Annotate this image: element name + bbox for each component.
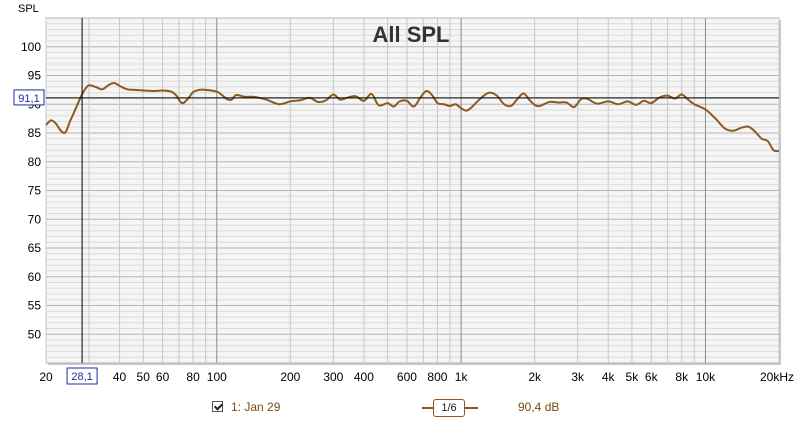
x-tick-label: 100 xyxy=(207,370,227,384)
cursor-y-readout: 91,1 xyxy=(13,89,45,106)
x-tick-label: 20kHz xyxy=(760,370,794,384)
y-tick-label: 75 xyxy=(28,184,42,198)
y-axis-label: SPL xyxy=(18,3,39,15)
y-tick-label: 100 xyxy=(21,40,41,54)
x-tick-label: 5k xyxy=(626,370,640,384)
series-name-label[interactable]: 1: Jan 29 xyxy=(231,400,281,414)
x-tick-label: 400 xyxy=(354,370,374,384)
x-tick-label: 1k xyxy=(455,370,469,384)
x-tick-label: 200 xyxy=(280,370,300,384)
y-tick-label: 50 xyxy=(28,327,42,341)
y-tick-label: 70 xyxy=(28,212,42,226)
y-tick-labels: 10095908580757065605550 xyxy=(21,40,41,342)
x-tick-label: 40 xyxy=(113,370,127,384)
x-tick-label: 800 xyxy=(427,370,447,384)
y-tick-label: 85 xyxy=(28,126,42,140)
y-tick-label: 55 xyxy=(28,299,42,313)
spl-readout-value: 90,4 dB xyxy=(518,400,560,414)
x-tick-label: 50 xyxy=(137,370,151,384)
y-tick-label: 95 xyxy=(28,69,42,83)
spl-chart: 10095908580757065605550 2040506080100200… xyxy=(13,3,794,385)
cursor-x-readout: 28,1 xyxy=(66,367,98,385)
x-tick-label: 600 xyxy=(397,370,417,384)
x-tick-label: 3k xyxy=(571,370,585,384)
x-tick-label: 10k xyxy=(696,370,716,384)
y-tick-label: 80 xyxy=(28,155,42,169)
x-tick-label: 4k xyxy=(602,370,616,384)
svg-text:28,1: 28,1 xyxy=(71,371,92,383)
x-tick-label: 8k xyxy=(675,370,689,384)
grid xyxy=(45,17,780,364)
x-tick-label: 80 xyxy=(186,370,200,384)
x-tick-label: 6k xyxy=(645,370,659,384)
y-tick-label: 65 xyxy=(28,241,42,255)
x-tick-label: 20 xyxy=(39,370,53,384)
series-visibility-checkbox[interactable] xyxy=(212,401,223,412)
x-tick-labels: 20 40 50 60 80 100 200 300 400 600 800 1k 2k 3k 4k 5k 6k… xyxy=(39,370,794,384)
x-tick-label: 300 xyxy=(323,370,343,384)
smoothing-selector[interactable]: 1/6 xyxy=(433,399,465,417)
x-tick-label: 60 xyxy=(156,370,170,384)
svg-text:91,1: 91,1 xyxy=(18,93,39,105)
x-tick-label: 2k xyxy=(528,370,542,384)
y-tick-label: 60 xyxy=(28,270,42,284)
chart-title: All SPL xyxy=(372,22,449,47)
spl-curve-jan-29 xyxy=(45,81,780,153)
legend-bar: 1: Jan 29 1/6 90,4 dB xyxy=(0,396,800,420)
